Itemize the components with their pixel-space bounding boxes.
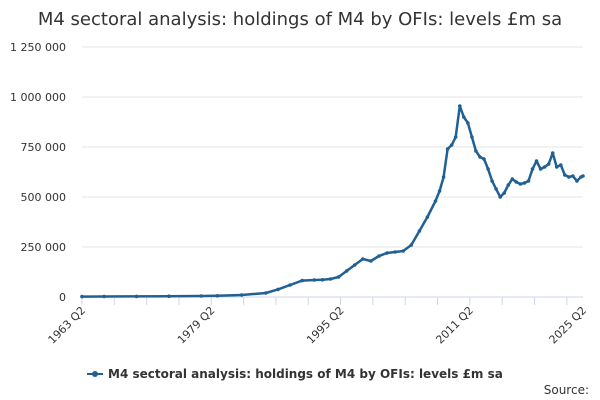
- data-point[interactable]: [441, 175, 446, 179]
- x-tick-label: 1963 Q2: [46, 304, 89, 347]
- data-point[interactable]: [470, 135, 474, 139]
- data-point[interactable]: [534, 159, 539, 163]
- legend-label: M4 sectoral analysis: holdings of M4 by …: [108, 367, 503, 381]
- data-point[interactable]: [417, 229, 422, 233]
- data-point[interactable]: [478, 155, 482, 159]
- y-tick-label: 500 000: [21, 191, 67, 204]
- data-point[interactable]: [409, 243, 414, 247]
- y-tick-label: 750 000: [21, 141, 67, 154]
- data-point[interactable]: [563, 173, 567, 177]
- data-point[interactable]: [571, 174, 575, 178]
- data-point[interactable]: [466, 121, 470, 125]
- data-point[interactable]: [102, 294, 106, 299]
- data-point[interactable]: [514, 180, 519, 184]
- x-axis: 1963 Q2 1979 Q2 1995 Q2 2011 Q2 2025 Q2: [46, 296, 590, 347]
- chart-title: M4 sectoral analysis: holdings of M4 by …: [38, 9, 562, 30]
- data-point[interactable]: [425, 215, 430, 219]
- data-point[interactable]: [506, 183, 511, 187]
- y-axis: 0 250 000 500 000 750 000 1 000 000 1 250 000: [10, 41, 66, 304]
- data-point[interactable]: [538, 167, 543, 171]
- data-point[interactable]: [134, 294, 139, 299]
- data-point[interactable]: [445, 147, 450, 151]
- data-point[interactable]: [433, 199, 438, 203]
- data-point[interactable]: [344, 269, 349, 273]
- data-point[interactable]: [336, 275, 341, 279]
- data-point[interactable]: [264, 291, 268, 295]
- legend-marker: [92, 371, 98, 377]
- data-point[interactable]: [449, 143, 454, 147]
- data-point[interactable]: [167, 294, 171, 299]
- data-point[interactable]: [502, 191, 507, 195]
- grid: [82, 46, 583, 248]
- data-point[interactable]: [490, 179, 494, 183]
- data-point[interactable]: [498, 195, 503, 199]
- data-point[interactable]: [474, 149, 478, 153]
- x-tick-label: 1995 Q2: [304, 304, 347, 347]
- legend[interactable]: M4 sectoral analysis: holdings of M4 by …: [87, 367, 503, 381]
- x-tick-label: 2011 Q2: [433, 304, 476, 347]
- data-point[interactable]: [361, 257, 365, 261]
- plot-area: [80, 104, 585, 299]
- y-tick-label: 0: [59, 291, 66, 304]
- data-point[interactable]: [453, 135, 458, 139]
- y-tick-label: 1 250 000: [10, 41, 66, 54]
- data-point[interactable]: [199, 294, 203, 298]
- data-point[interactable]: [80, 294, 84, 299]
- data-point[interactable]: [486, 167, 490, 171]
- series-line: [81, 104, 584, 298]
- data-point[interactable]: [559, 163, 563, 167]
- data-point[interactable]: [522, 181, 527, 185]
- data-point[interactable]: [494, 187, 498, 191]
- data-point[interactable]: [369, 259, 373, 263]
- data-point[interactable]: [542, 165, 547, 169]
- data-point[interactable]: [328, 277, 333, 281]
- data-point[interactable]: [482, 157, 486, 161]
- data-point[interactable]: [300, 278, 305, 283]
- data-point[interactable]: [320, 278, 325, 282]
- data-point[interactable]: [352, 263, 357, 267]
- data-point[interactable]: [567, 175, 571, 179]
- data-point[interactable]: [458, 104, 462, 108]
- data-point[interactable]: [437, 189, 442, 193]
- data-point[interactable]: [575, 179, 579, 183]
- data-point[interactable]: [276, 287, 280, 292]
- data-point[interactable]: [239, 293, 244, 297]
- data-point[interactable]: [530, 167, 535, 171]
- data-point[interactable]: [510, 177, 515, 181]
- data-point[interactable]: [377, 254, 381, 258]
- source-label: Source:: [544, 383, 589, 397]
- data-point[interactable]: [526, 179, 531, 183]
- data-point[interactable]: [312, 278, 317, 282]
- data-point[interactable]: [385, 251, 389, 255]
- x-tick-label: 1979 Q2: [175, 304, 218, 347]
- data-point[interactable]: [546, 162, 551, 166]
- data-point[interactable]: [550, 151, 555, 155]
- y-tick-label: 250 000: [21, 241, 67, 254]
- data-point[interactable]: [581, 174, 585, 178]
- data-point[interactable]: [393, 250, 397, 254]
- data-point[interactable]: [401, 249, 406, 253]
- data-point[interactable]: [518, 182, 523, 186]
- data-point[interactable]: [554, 165, 559, 169]
- data-point[interactable]: [288, 283, 292, 287]
- x-tick-label: 2025 Q2: [547, 304, 590, 347]
- y-tick-label: 1 000 000: [10, 91, 66, 104]
- data-point[interactable]: [462, 115, 466, 119]
- data-point[interactable]: [215, 294, 220, 298]
